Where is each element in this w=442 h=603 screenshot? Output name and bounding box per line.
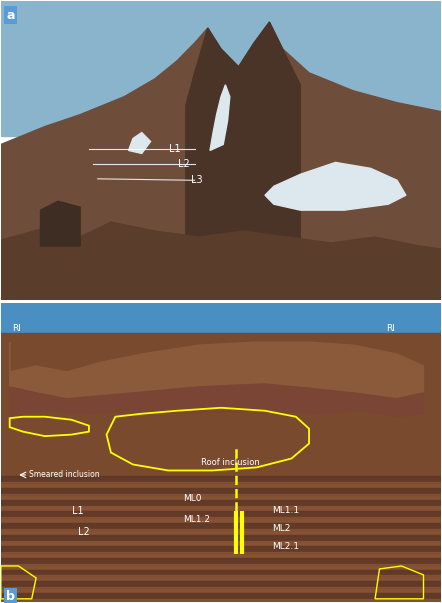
Polygon shape <box>1 222 441 300</box>
Bar <box>1 500 441 507</box>
Bar <box>1 581 441 588</box>
Text: b: b <box>6 590 15 603</box>
Polygon shape <box>210 85 230 151</box>
Bar <box>1 476 441 483</box>
Text: L1: L1 <box>169 144 181 154</box>
Bar <box>1 540 441 547</box>
Text: a: a <box>6 8 15 22</box>
Text: L1: L1 <box>72 506 84 516</box>
Text: ML1.1: ML1.1 <box>272 507 299 515</box>
Bar <box>1 523 441 529</box>
Bar <box>1 593 441 599</box>
Polygon shape <box>1 22 441 300</box>
Bar <box>1 599 441 603</box>
Bar <box>1 529 441 535</box>
Polygon shape <box>10 342 423 402</box>
Text: L2: L2 <box>178 159 190 169</box>
Polygon shape <box>129 133 151 153</box>
Bar <box>1 488 441 494</box>
Bar <box>1 511 441 518</box>
Text: L2: L2 <box>78 526 90 537</box>
Bar <box>1 587 441 594</box>
Bar <box>1 505 441 512</box>
Text: L3: L3 <box>191 175 202 185</box>
Bar <box>1 575 441 582</box>
Text: ML2: ML2 <box>272 524 290 533</box>
Bar <box>1 482 441 489</box>
Text: Roof inclusion: Roof inclusion <box>201 458 260 467</box>
Text: ML2.1: ML2.1 <box>272 542 299 551</box>
Bar <box>1 494 441 500</box>
Bar <box>1 517 441 524</box>
Bar <box>1 1 441 136</box>
Bar <box>1 535 441 541</box>
Text: RI: RI <box>386 324 395 333</box>
Text: Smeared inclusion: Smeared inclusion <box>30 470 100 479</box>
Polygon shape <box>186 22 300 300</box>
Polygon shape <box>10 384 423 417</box>
Bar <box>1 564 441 570</box>
Bar <box>1 546 441 553</box>
Text: ML0: ML0 <box>183 494 202 504</box>
Bar <box>1 558 441 564</box>
Polygon shape <box>41 201 80 246</box>
Polygon shape <box>265 162 406 210</box>
Text: ML1.2: ML1.2 <box>183 515 210 524</box>
Bar <box>1 552 441 559</box>
Text: RI: RI <box>12 324 21 333</box>
Bar <box>1 303 441 342</box>
Bar <box>1 570 441 576</box>
